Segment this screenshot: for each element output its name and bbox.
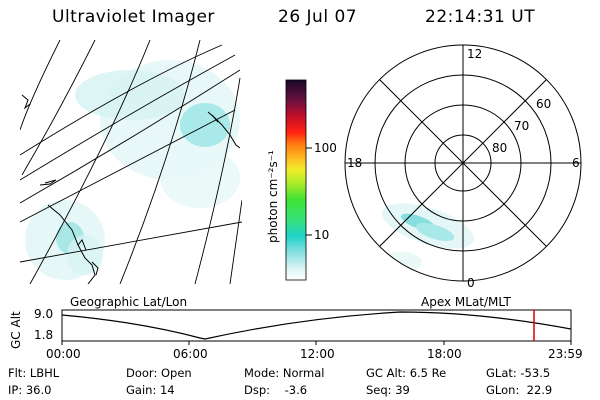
- altitude-timeline: [61, 309, 572, 345]
- timeline-axis-title: GC Alt: [9, 311, 23, 349]
- colorbar-tick-100: 100: [314, 141, 337, 155]
- seq-readout: Seq: 39: [366, 383, 410, 397]
- observation-date: 26 Jul 07: [278, 7, 358, 27]
- timeline-y-top: 9.0: [34, 307, 54, 321]
- observation-time: 22:14:31 UT: [425, 7, 536, 27]
- glat-readout: GLat: -53.5: [486, 366, 551, 380]
- gain-readout: Gain: 14: [126, 383, 175, 397]
- mode-readout: Mode: Normal: [244, 366, 325, 380]
- mlt-label-6: 6: [572, 156, 580, 170]
- mlt-label-0: 0: [467, 276, 475, 290]
- timeline-x-tick: 06:00: [173, 347, 208, 361]
- lat-label-80: 80: [492, 141, 508, 155]
- colorbar-unit-label: photon cm⁻²s⁻¹: [266, 150, 280, 243]
- mlt-label-18: 18: [347, 156, 363, 170]
- timeline-right-label: Apex MLat/MLT: [421, 295, 511, 309]
- timeline-x-tick: 23:59: [548, 347, 583, 361]
- colorbar-tick-10: 10: [314, 228, 330, 242]
- colorbar: [285, 79, 312, 281]
- timeline-x-tick: 00:00: [46, 347, 81, 361]
- ip-readout: IP: 36.0: [8, 383, 52, 397]
- mlt-label-12: 12: [467, 47, 483, 61]
- timeline-x-tick: 12:00: [300, 347, 335, 361]
- geographic-map: [20, 40, 242, 284]
- glon-readout: GLon: 22.9: [486, 383, 553, 397]
- lat-label-70: 70: [514, 119, 530, 133]
- instrument-title: Ultraviolet Imager: [52, 7, 215, 27]
- filter-readout: Flt: LBHL: [8, 366, 60, 380]
- lat-label-60: 60: [536, 97, 552, 111]
- gc-alt-readout: GC Alt: 6.5 Re: [366, 366, 447, 380]
- timeline-y-bottom: 1.8: [34, 328, 54, 342]
- timeline-left-label: Geographic Lat/Lon: [70, 295, 188, 309]
- door-readout: Door: Open: [126, 366, 192, 380]
- timeline-x-tick: 18:00: [427, 347, 462, 361]
- polar-plot: [344, 44, 582, 282]
- dsp-readout: Dsp: -3.6: [244, 383, 308, 397]
